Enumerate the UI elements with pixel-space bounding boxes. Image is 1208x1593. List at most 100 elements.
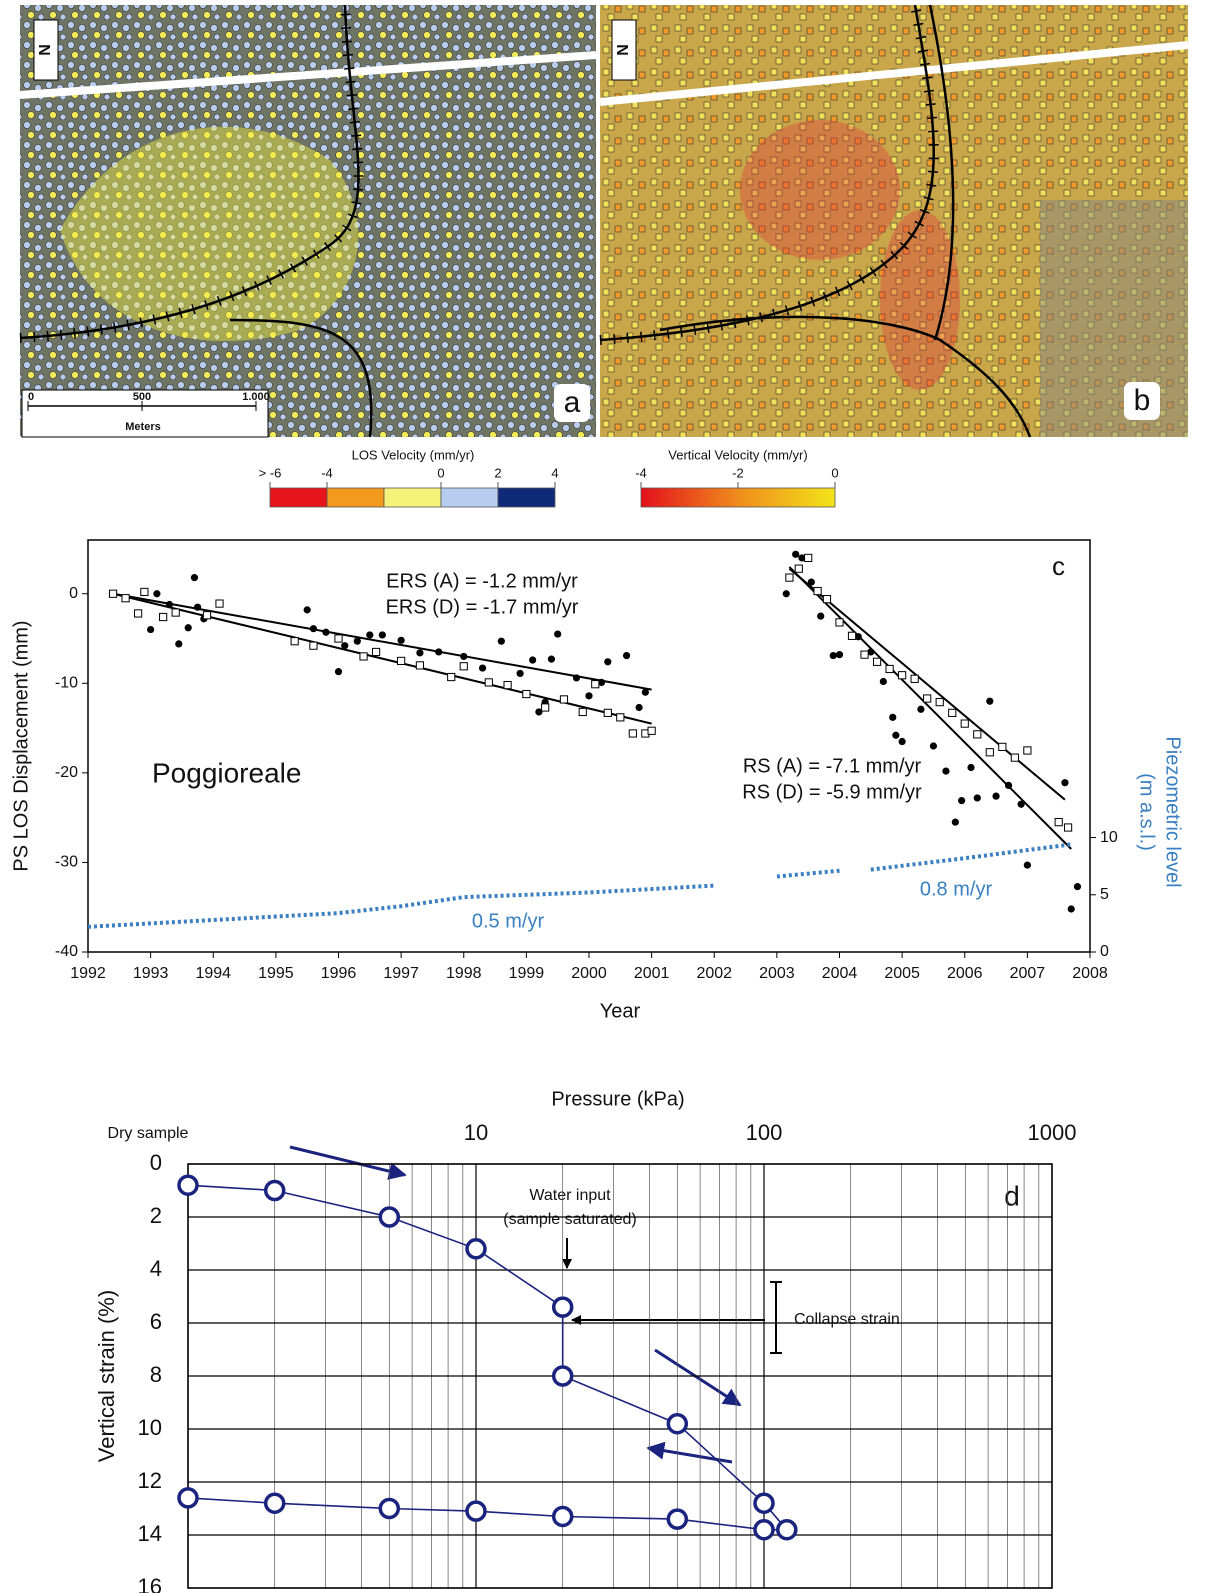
point xyxy=(1061,779,1069,787)
point xyxy=(985,748,994,757)
subsidence-area xyxy=(740,120,900,260)
point xyxy=(215,599,224,608)
point xyxy=(341,642,349,650)
point xyxy=(202,611,212,620)
x-tick-label: 1000 xyxy=(1028,1120,1077,1145)
legend-tick-label: -4 xyxy=(635,465,647,480)
trend-line xyxy=(112,592,652,691)
point xyxy=(960,719,969,728)
point xyxy=(175,640,183,648)
arrow xyxy=(289,1145,407,1180)
point xyxy=(303,606,311,614)
point xyxy=(942,767,950,775)
point xyxy=(585,692,593,700)
point xyxy=(835,651,844,659)
point xyxy=(460,652,468,661)
point xyxy=(872,657,882,666)
point xyxy=(497,637,505,645)
point xyxy=(860,650,869,659)
bracket xyxy=(770,1281,782,1354)
scale-bar-label: 1.000 xyxy=(242,391,270,403)
annotation: Poggioreale xyxy=(152,757,301,788)
point xyxy=(529,656,537,664)
north-arrow xyxy=(33,19,59,81)
y-tick-label: -30 xyxy=(55,854,78,871)
point xyxy=(785,573,794,582)
map-b: N b xyxy=(599,4,1189,438)
point xyxy=(554,630,562,638)
point xyxy=(1063,823,1073,832)
point xyxy=(951,818,959,826)
point xyxy=(889,713,897,721)
y-tick-label: 4 xyxy=(150,1256,162,1281)
y2-tick-label: 0 xyxy=(1100,943,1109,960)
point xyxy=(1054,818,1063,827)
point xyxy=(628,729,637,738)
point xyxy=(108,589,118,598)
plot-frame xyxy=(187,1163,1053,1589)
y-tick-label: 14 xyxy=(138,1521,162,1546)
x-tick-label: 100 xyxy=(746,1120,783,1145)
point xyxy=(753,1492,775,1514)
point xyxy=(898,737,906,746)
point xyxy=(622,651,631,660)
point xyxy=(817,612,825,620)
point xyxy=(322,628,330,636)
point xyxy=(551,1296,574,1318)
x-axis-label: Pressure (kPa) xyxy=(551,1088,684,1110)
point xyxy=(935,698,944,707)
legend-swatch xyxy=(269,487,328,508)
point xyxy=(535,708,543,716)
point xyxy=(923,694,932,703)
point xyxy=(635,703,643,712)
point xyxy=(503,680,512,690)
point xyxy=(378,1497,401,1520)
subsidence-area xyxy=(880,210,960,390)
y-tick-label: -40 xyxy=(55,943,78,960)
annotation: Water input xyxy=(529,1187,611,1204)
x-tick-label: 1992 xyxy=(70,965,106,982)
point xyxy=(541,703,550,712)
point xyxy=(465,1500,487,1522)
point xyxy=(948,708,957,717)
point xyxy=(484,678,493,687)
y-tick-label: 10 xyxy=(138,1415,162,1440)
point xyxy=(415,661,425,670)
point xyxy=(917,705,925,713)
y-tick-label: 0 xyxy=(150,1150,162,1175)
point xyxy=(551,1505,574,1528)
point xyxy=(397,656,406,666)
point xyxy=(973,794,981,802)
point xyxy=(478,664,487,672)
panel-label: a xyxy=(564,386,581,419)
x-tick-label: 1995 xyxy=(258,965,294,982)
legend-swatch xyxy=(383,487,442,508)
plot-frame xyxy=(87,539,1091,953)
point xyxy=(603,708,612,717)
legend-swatch xyxy=(497,487,556,508)
legend-tick-label: > -6 xyxy=(259,465,282,480)
arrow xyxy=(654,1348,742,1407)
arrow xyxy=(646,1441,733,1464)
railway xyxy=(229,318,373,438)
point xyxy=(559,695,569,704)
point xyxy=(1017,800,1025,808)
point xyxy=(159,612,168,622)
railway xyxy=(659,315,1032,438)
y-axis-label: PS LOS Displacement (mm) xyxy=(10,620,32,871)
legend-title: LOS Velocity (mm/yr) xyxy=(352,447,475,462)
legend-tick-label: 2 xyxy=(494,465,501,480)
point xyxy=(190,574,199,582)
y-tick-label: 0 xyxy=(69,585,78,602)
scale-bar-label: 0 xyxy=(28,391,34,403)
point xyxy=(121,594,130,603)
point xyxy=(290,637,299,646)
annotation: (sample saturated) xyxy=(503,1211,636,1228)
point xyxy=(572,674,581,682)
x-tick-label: 2000 xyxy=(571,965,607,982)
north-label: N xyxy=(37,44,54,56)
scale-bar-box xyxy=(21,389,269,438)
point xyxy=(465,1238,487,1260)
point xyxy=(973,730,982,739)
